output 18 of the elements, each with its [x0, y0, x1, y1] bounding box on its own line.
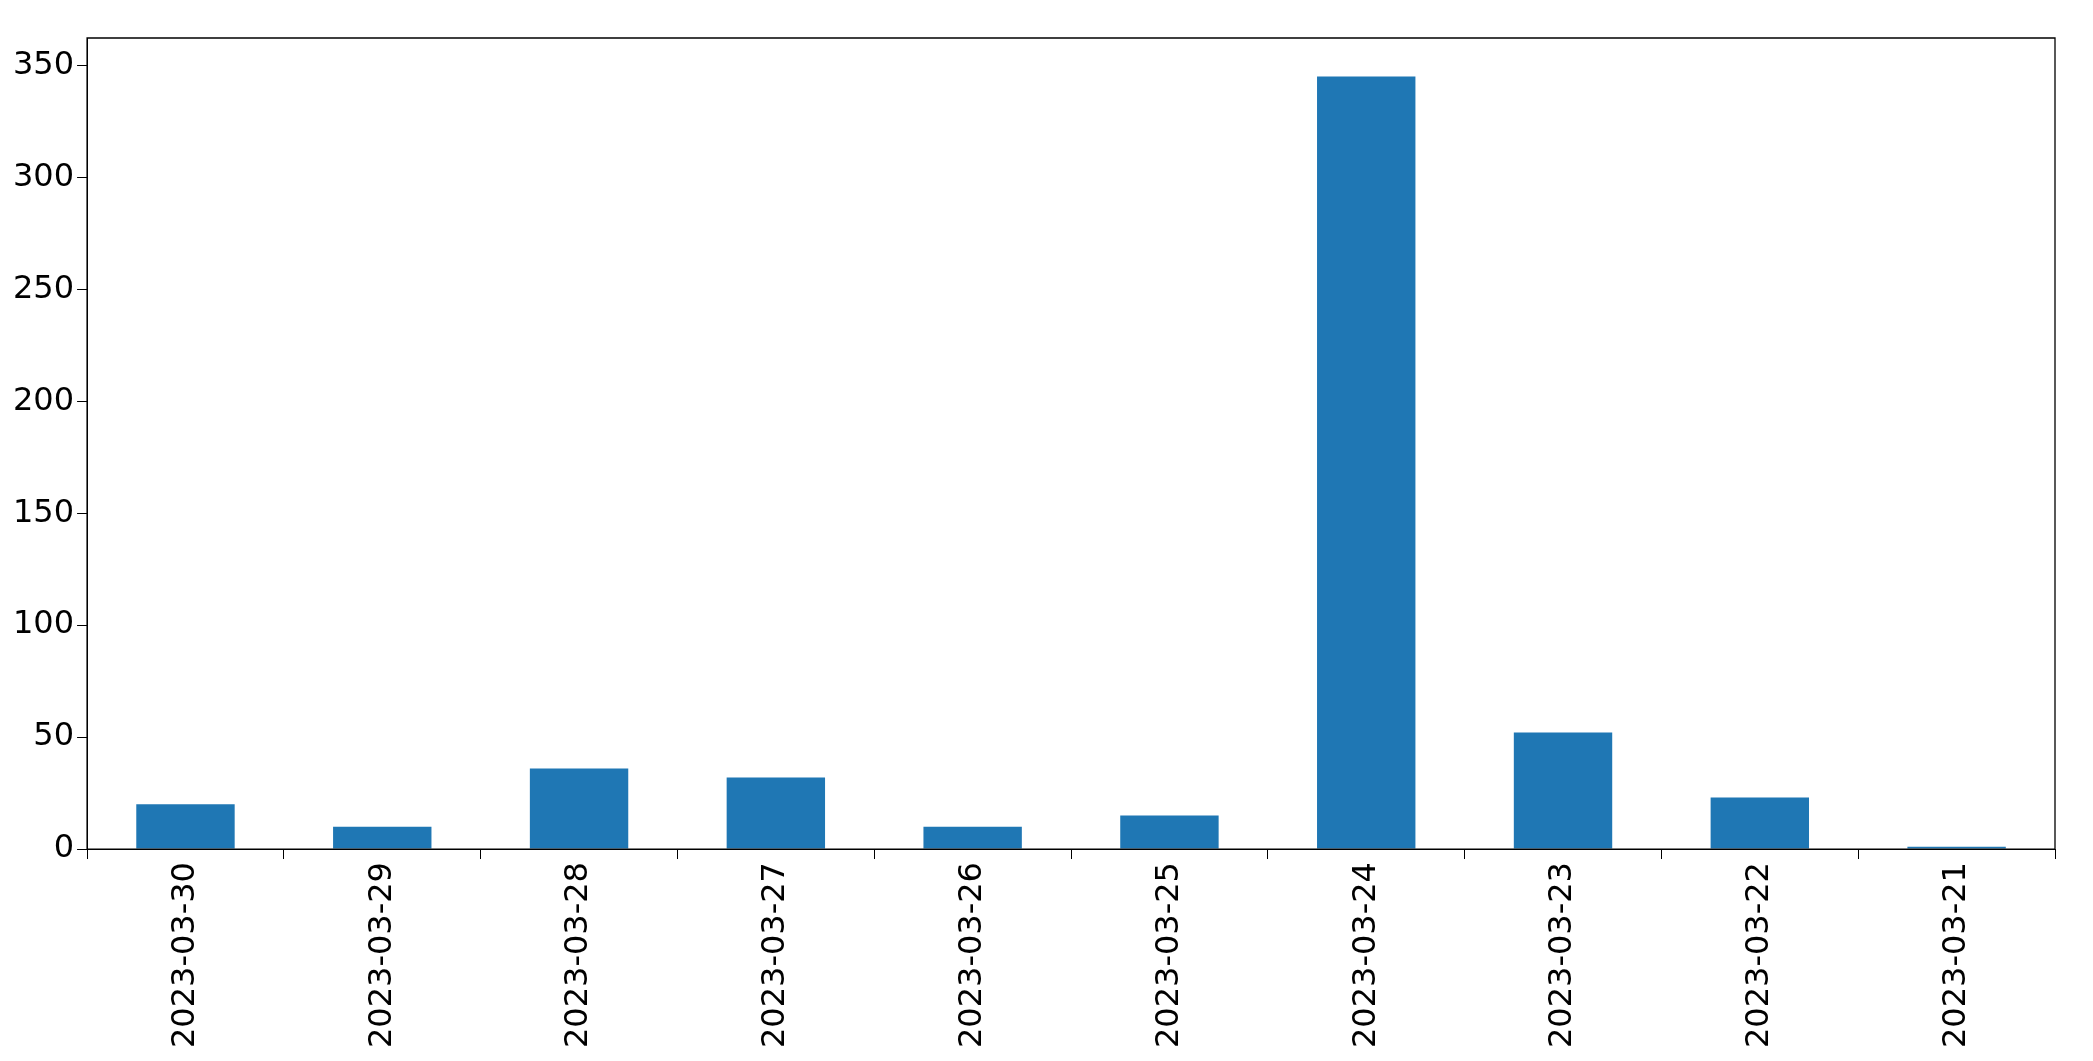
y-tick-label: 350: [13, 43, 75, 82]
x-tick-label: 2023-03-22: [1738, 862, 1777, 1048]
x-tick-label: 2023-03-27: [754, 862, 793, 1048]
y-tick-label: 50: [33, 715, 75, 754]
x-tick-label: 2023-03-25: [1147, 862, 1186, 1048]
y-tick-label: 200: [13, 379, 75, 418]
x-tick-label: 2023-03-30: [163, 862, 202, 1048]
y-tick-label: 300: [13, 155, 75, 194]
x-tick-label: 2023-03-21: [1934, 862, 1973, 1048]
y-tick-label: 250: [13, 267, 75, 306]
y-tick-label: 150: [13, 491, 75, 530]
x-tick-label: 2023-03-29: [360, 862, 399, 1048]
x-tick-label: 2023-03-26: [950, 862, 989, 1048]
x-tick-label: 2023-03-23: [1541, 862, 1580, 1048]
y-tick-label: 0: [53, 827, 75, 866]
x-tick-label: 2023-03-24: [1344, 862, 1383, 1048]
y-tick-label: 100: [13, 603, 75, 642]
x-tick-label: 2023-03-28: [557, 862, 596, 1048]
